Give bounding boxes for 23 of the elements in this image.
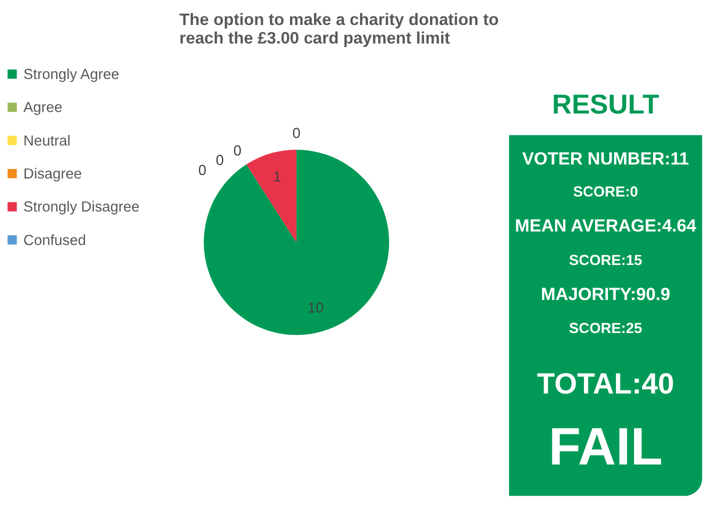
legend-label: Neutral: [23, 133, 71, 150]
text: 0: [292, 126, 301, 142]
text: 0: [233, 143, 242, 160]
text: MAJORITY:90.9: [540, 284, 670, 304]
legend-label: Disagree: [23, 166, 82, 182]
text: FAIL: [548, 418, 663, 477]
text: VOTER NUMBER:11: [522, 148, 690, 168]
legend-label: Confused: [23, 232, 86, 249]
chart-title: The option to make a charity donation to reach the £3.00 card payment limit: [179, 10, 499, 48]
legend-label: Strongly Disagree: [23, 200, 140, 216]
text: SCORE:15: [569, 252, 642, 269]
legend-label: Agree: [23, 100, 62, 116]
text: SCORE:0: [573, 184, 638, 201]
data-label: 1: [273, 170, 282, 186]
text: 0: [198, 162, 206, 179]
text: MEAN AVERAGE:4.64: [514, 216, 696, 236]
text: SCORE:25: [569, 321, 642, 338]
text: TOTAL:40: [537, 368, 674, 400]
text: 0: [216, 153, 224, 170]
pie-slice: [246, 150, 296, 242]
legend-label: Strongly Agree: [23, 67, 120, 84]
data-label: 10: [308, 300, 324, 317]
text: RESULT: [552, 88, 660, 120]
